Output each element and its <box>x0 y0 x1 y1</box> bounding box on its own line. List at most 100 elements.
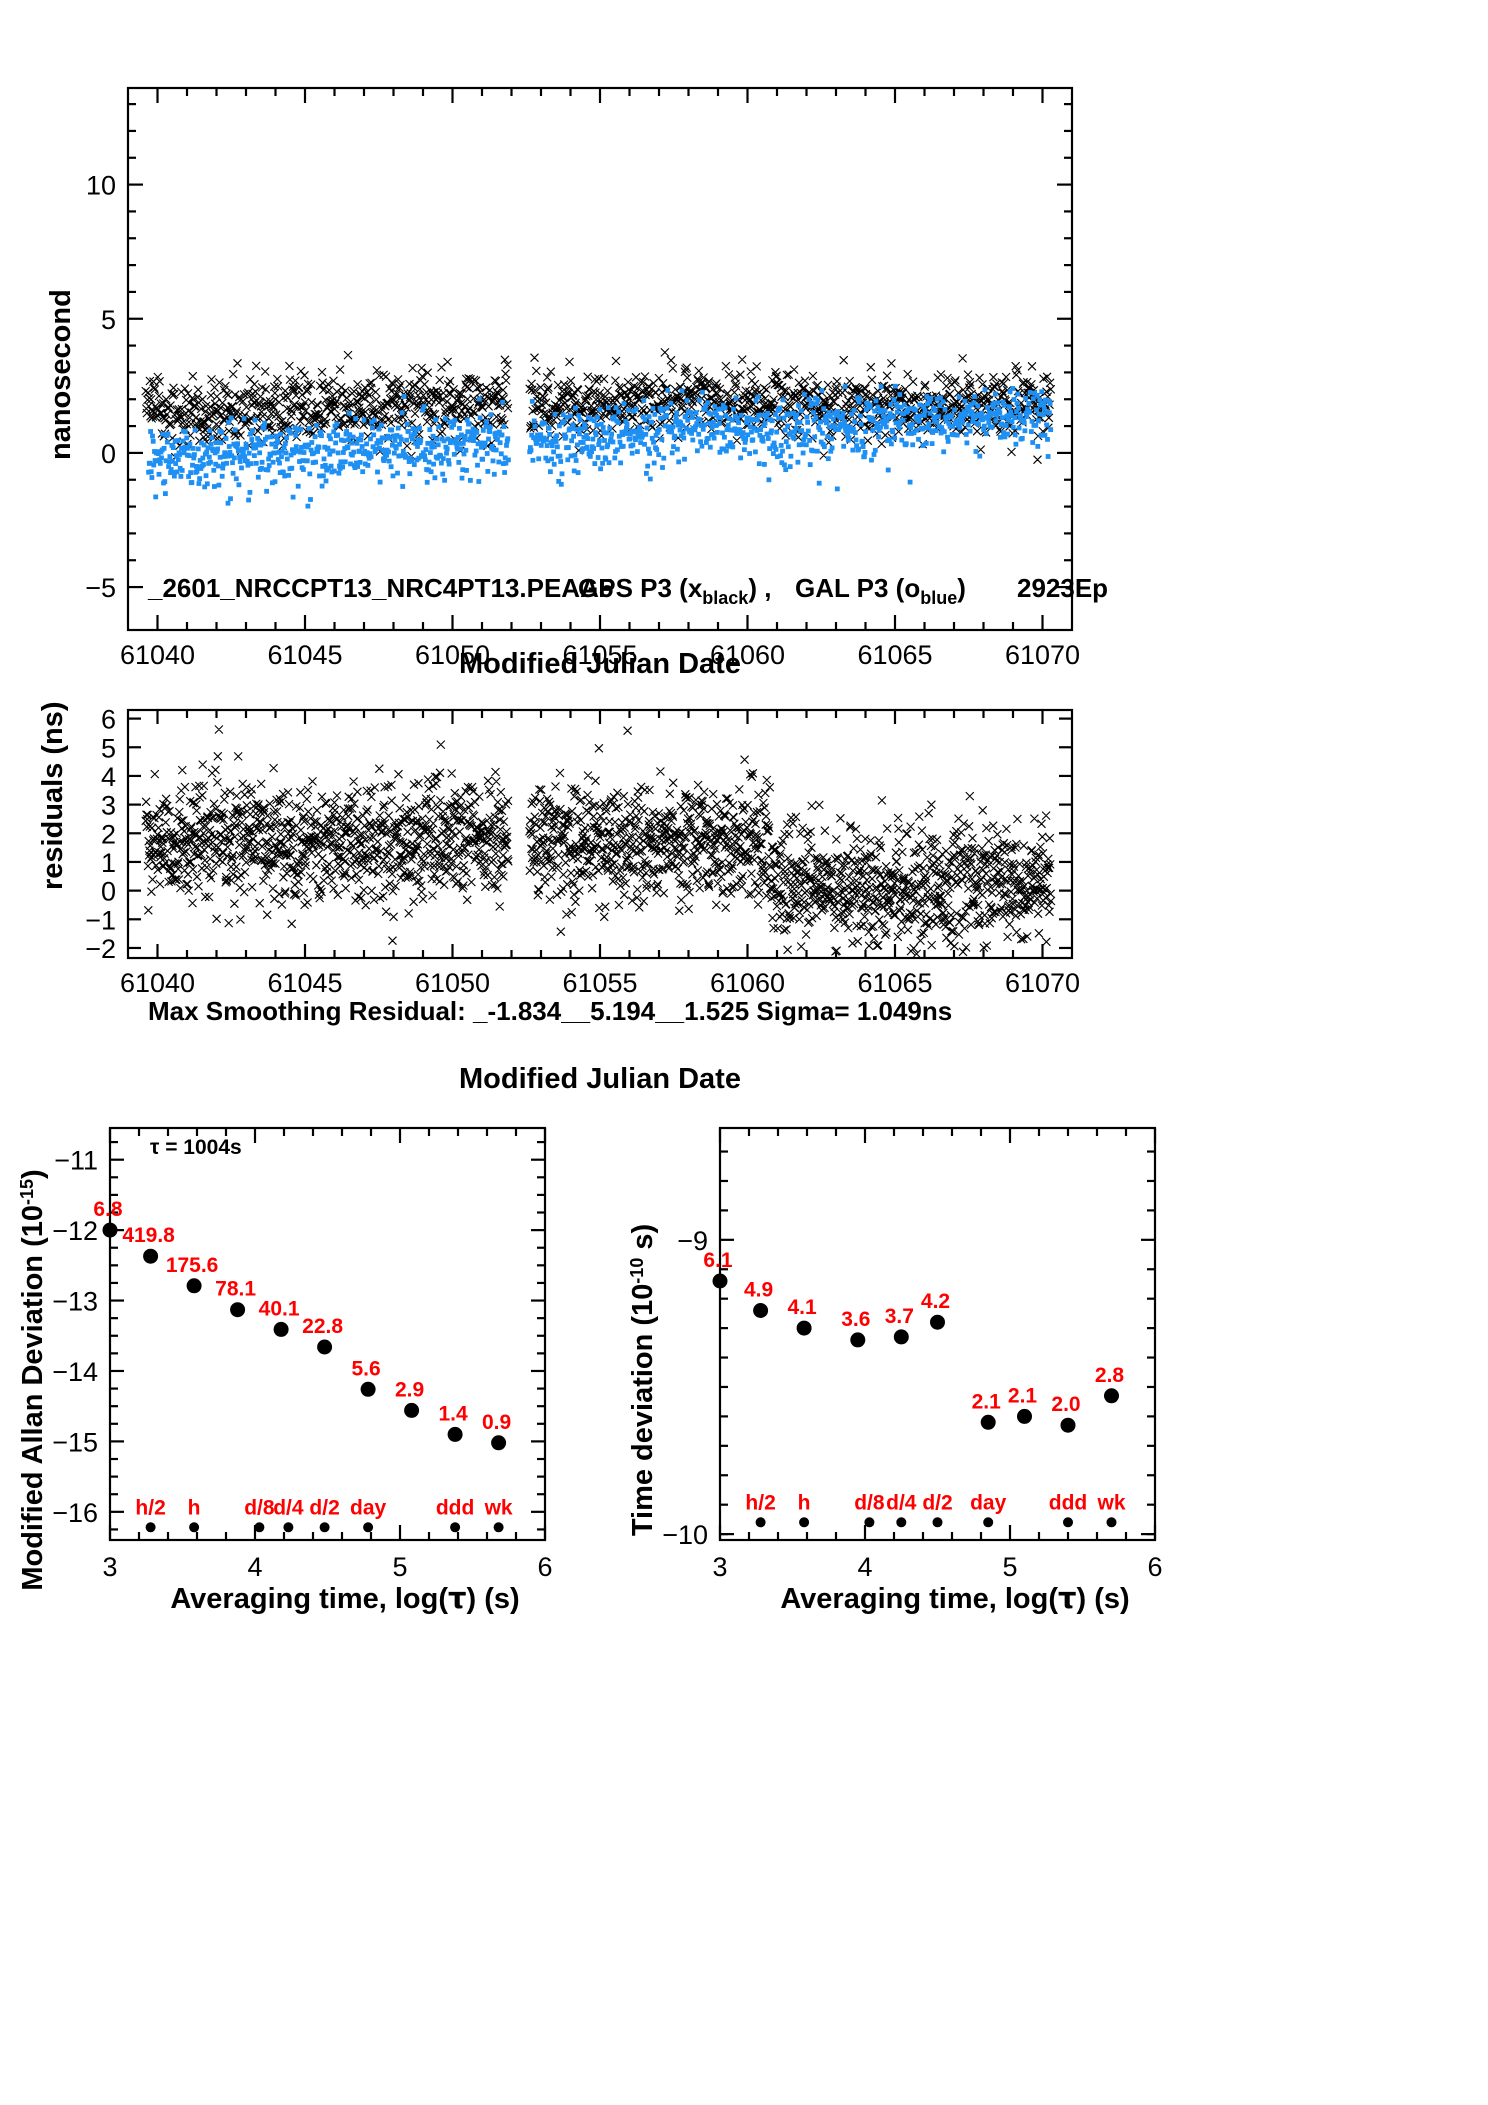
panel1-xtick-label: 61070 <box>1005 640 1080 670</box>
panel3-tau-label: d/8 <box>244 1496 275 1519</box>
panel1-caption-gal: GAL P3 (o <box>795 573 920 603</box>
panel4-tau-dot <box>1063 1517 1073 1528</box>
panel4-ylabel: Time deviation (10-10 s) <box>627 1224 659 1536</box>
panel4-tau-label: wk <box>1096 1491 1125 1514</box>
panel3-tau-markers: h/2 h d/8d/4 d/2 day ddd wk <box>135 1496 513 1533</box>
panel3-ytick-label: −15 <box>52 1427 98 1457</box>
panel1-plot-border <box>126 86 1074 632</box>
panel4-point: 2.8 <box>1095 1364 1124 1404</box>
panel3-xtick-label: 5 <box>392 1552 407 1582</box>
panel3-point: 1.4 <box>438 1402 468 1442</box>
panel3-ylabel-main: Modified Allan Deviation (10 <box>17 1205 49 1591</box>
panel4-marker <box>1104 1388 1119 1404</box>
svg-text:GAL P3 (oblue): GAL P3 (oblue) <box>795 573 966 608</box>
panel3-point-label: 22.8 <box>302 1315 343 1338</box>
panel4-tau-marker: d/4 <box>886 1491 917 1528</box>
panel4-tau-label: d/8 <box>854 1491 885 1514</box>
panel2-xtick-label: 61065 <box>857 968 932 998</box>
panel2-xtick-label: 61045 <box>267 968 342 998</box>
panel1-tick-labels: 10 5 0 −5 61040 61045 61050 61055 61060 61065 6107… <box>85 171 1080 670</box>
panel3-tau-label: d/2 <box>309 1496 339 1519</box>
panel4-frame <box>718 1126 1157 1542</box>
panel3-xlabel-pre: Averaging time, log( <box>170 1583 448 1615</box>
panel2-ytick-label: 6 <box>101 705 116 735</box>
panel3-ytick-label: −14 <box>52 1357 98 1387</box>
panel3-tau-dot <box>254 1522 265 1533</box>
panel3-tau-label: h <box>188 1496 201 1519</box>
panel3-ytick-label: −12 <box>52 1216 98 1246</box>
panel-modified-allan-deviation: −11 −12 −13 −14 −15 −163 4 5 6 6.8 419.8 175.678.1… <box>17 1126 553 1615</box>
panel3-marker <box>491 1435 507 1451</box>
panel4-tau-label: d/4 <box>886 1491 917 1514</box>
panel3-point: 0.9 <box>482 1411 511 1451</box>
panel1-ylabel: nanosecond <box>45 289 77 460</box>
panel4-marker <box>930 1314 945 1330</box>
panel4-marker <box>850 1332 866 1348</box>
panel3-point-label: 1.4 <box>438 1402 468 1425</box>
panel4-point: 4.2 <box>921 1290 950 1330</box>
panel1-caption-gps-sub: black <box>702 588 749 608</box>
panel1-caption-gal-sub: blue <box>920 588 957 608</box>
panel4-point-label: 4.1 <box>787 1296 817 1319</box>
panel4-xtick-label: 3 <box>712 1552 727 1582</box>
panel4-tau-marker: day <box>970 1491 1007 1528</box>
panel4-tau-label: h/2 <box>745 1491 775 1514</box>
panel3-ytick-label: −16 <box>52 1498 98 1528</box>
panel3-tau-dot <box>450 1522 461 1533</box>
panel4-ylabel-main: Time deviation (10 <box>627 1284 659 1537</box>
panel4-point: 3.6 <box>841 1308 870 1348</box>
panel3-tau-marker: ddd <box>436 1496 474 1533</box>
panel3-tau-dot <box>493 1522 504 1533</box>
panel3-tau-marker: day <box>350 1496 387 1533</box>
panel3-tau-marker: wk <box>484 1496 513 1533</box>
svg-text:GPS P3 (xblack) ,: GPS P3 (xblack) , <box>578 573 771 608</box>
panel4-ylabel-exp: -10 <box>627 1258 647 1284</box>
panel4-point: 2.1 <box>972 1390 1001 1430</box>
panel4-point: 3.7 <box>885 1305 914 1345</box>
panel3-tick-labels: −11 −12 −13 −14 −15 −163 4 5 6 <box>52 1146 552 1582</box>
panel4-tau-dot <box>864 1517 875 1528</box>
panel-nanosecond: 10 5 0 −5 61040 61045 61050 61055 61060 61065 6107… <box>45 86 1108 680</box>
panel4-point-label: 3.6 <box>841 1308 870 1331</box>
panel2-ytick-label: 3 <box>101 791 116 821</box>
panel2-caption: Max Smoothing Residual: _-1.834__5.194__… <box>148 996 952 1026</box>
panel3-tau-label: day <box>350 1496 387 1519</box>
panel3-point: 40.1 <box>259 1297 300 1337</box>
panel3-point-label: 6.8 <box>93 1198 123 1221</box>
panel1-xtick-label: 61065 <box>857 640 932 670</box>
panel2-scatter-data <box>141 725 1056 959</box>
panel3-plot-border <box>108 1126 547 1542</box>
panel4-tick-labels: −9 −103 4 5 6 <box>662 1226 1162 1582</box>
panel4-tau-marker: d/8 <box>854 1491 885 1528</box>
panel4-marker <box>980 1414 996 1430</box>
panel3-xtick-label: 3 <box>102 1552 117 1582</box>
panel1-caption-id: _2601_NRCCPT13_NRC4PT13.PEAA5 <box>147 573 613 603</box>
panel3-point-label: 419.8 <box>122 1224 175 1247</box>
panel4-tau-dot <box>932 1517 943 1528</box>
panel3-tau-dot <box>283 1522 294 1533</box>
panel3-tau-annotation: τ = 1004s <box>150 1136 242 1159</box>
panel4-ylabel-close: s) <box>627 1224 659 1258</box>
panel4-marker <box>1060 1417 1076 1433</box>
panel3-point-label: 0.9 <box>482 1411 511 1434</box>
panel3-marker <box>102 1222 118 1238</box>
panel4-tau-label: ddd <box>1049 1491 1087 1514</box>
panel4-tau-dot <box>896 1517 907 1528</box>
panel3-point: 175.6 <box>166 1254 218 1294</box>
panel3-tau-marker: h/2 <box>135 1496 166 1533</box>
panel3-tick-marks <box>108 1128 547 1540</box>
panel4-tau-marker: d/2 <box>922 1491 953 1528</box>
panel3-marker <box>360 1381 376 1397</box>
panel4-marker <box>796 1320 812 1336</box>
panel3-point: 22.8 <box>302 1315 343 1355</box>
panel2-ytick-label: 0 <box>101 877 116 907</box>
panel1-ytick-label: 0 <box>101 439 116 469</box>
panel4-point-label: 2.1 <box>1008 1384 1038 1407</box>
panel4-tau-dot <box>1106 1517 1117 1528</box>
panel3-point-label: 78.1 <box>215 1278 256 1301</box>
panel3-xtick-label: 4 <box>247 1552 262 1582</box>
panel4-tau-markers: h/2 h d/8 d/4 d/2 day ddd wk <box>745 1491 1126 1528</box>
panel4-tau-label: day <box>970 1491 1007 1514</box>
panel2-ytick-label: −2 <box>85 934 116 964</box>
